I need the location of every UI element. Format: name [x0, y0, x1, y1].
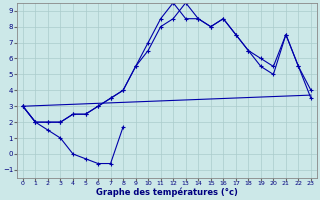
X-axis label: Graphe des températures (°c): Graphe des températures (°c)	[96, 188, 238, 197]
